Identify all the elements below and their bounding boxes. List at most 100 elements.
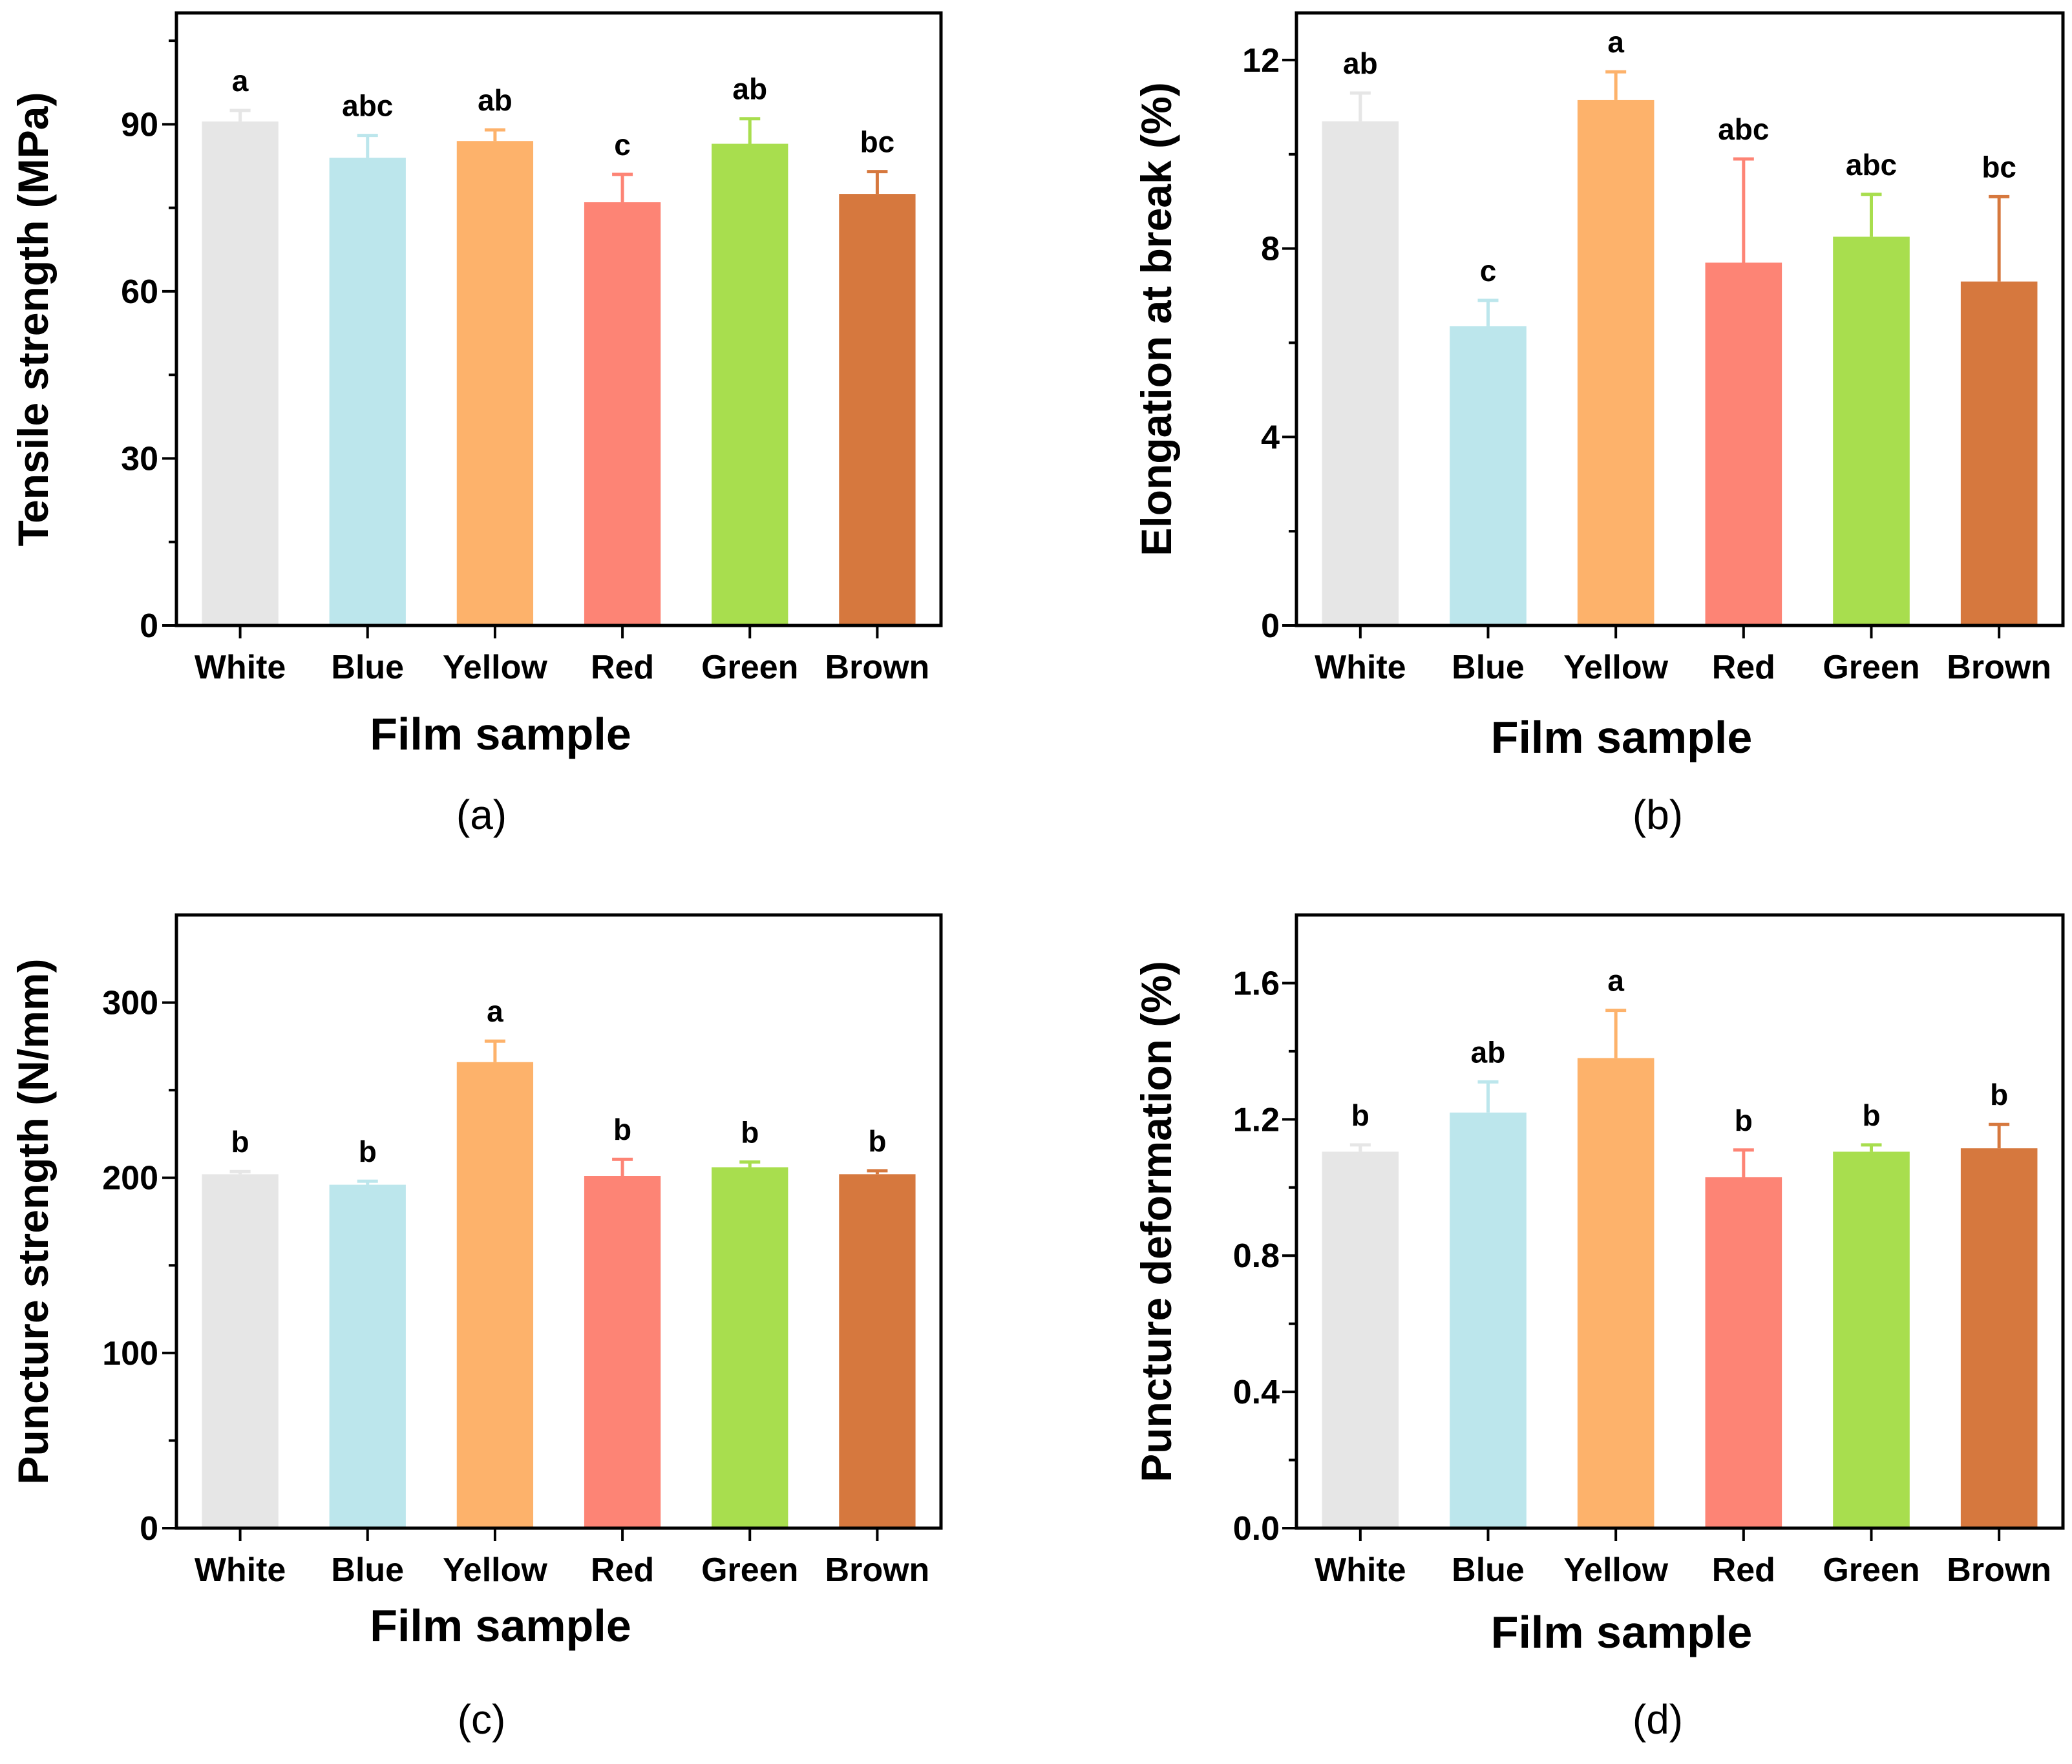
bar-green <box>1833 236 1910 625</box>
x-axis-title: Film sample <box>1491 712 1753 762</box>
x-tick-label: Green <box>701 649 798 686</box>
significance-letter: abc <box>1718 112 1769 146</box>
x-tick-label: Blue <box>1452 649 1525 686</box>
y-axis-title: Elongation at break (%) <box>1132 82 1180 556</box>
significance-letter: ab <box>478 83 513 117</box>
y-tick-label: 90 <box>121 106 158 143</box>
bar-red <box>1705 1177 1782 1528</box>
bar-blue <box>329 158 406 625</box>
significance-letter: b <box>359 1135 377 1168</box>
y-tick-label: 60 <box>121 273 158 311</box>
significance-letter: c <box>614 128 631 162</box>
significance-letter: b <box>741 1115 759 1149</box>
chart-panel-b: 0 4 8 12 ab White c Blue a Yellow abc Red abc Green bc… <box>1132 11 2065 838</box>
bar-yellow <box>456 1062 534 1528</box>
y-axis-title: Tensile strength (MPa) <box>9 92 57 547</box>
plot-frame <box>1295 11 2065 627</box>
significance-letter: ab <box>1343 47 1378 80</box>
y-tick-label: 0 <box>140 607 158 645</box>
plot-frame <box>1295 913 2065 1530</box>
significance-letter: ab <box>1471 1035 1506 1069</box>
y-tick-label: 1.2 <box>1233 1101 1280 1139</box>
bar-white <box>202 1174 279 1528</box>
plot-frame <box>174 913 943 1530</box>
significance-letter: b <box>1351 1098 1369 1132</box>
bar-blue <box>329 1184 406 1528</box>
x-axis-title: Film sample <box>370 709 631 759</box>
bar-red <box>584 1176 661 1528</box>
significance-letter: abc <box>1846 148 1897 182</box>
x-axis-title: Film sample <box>370 1601 631 1651</box>
significance-letter: b <box>231 1125 249 1159</box>
x-tick-label: Green <box>1823 649 1919 686</box>
y-tick-label: 0 <box>1261 607 1280 645</box>
y-tick-label: 0.4 <box>1233 1374 1280 1411</box>
x-tick-label: Yellow <box>443 1551 547 1589</box>
y-tick-label: 0 <box>140 1510 158 1548</box>
significance-letter: bc <box>860 125 895 159</box>
significance-letter: b <box>613 1113 631 1146</box>
significance-letter: ab <box>732 72 767 106</box>
y-tick-label: 300 <box>102 985 158 1022</box>
x-tick-label: Blue <box>1452 1551 1525 1589</box>
x-tick-label: Red <box>591 649 654 686</box>
y-tick-label: 8 <box>1261 231 1280 268</box>
panel-caption: (a) <box>456 792 507 838</box>
x-tick-label: Brown <box>825 649 930 686</box>
x-tick-label: Yellow <box>1563 649 1668 686</box>
significance-letter: b <box>1990 1078 2008 1111</box>
panel-caption: (d) <box>1633 1696 1683 1743</box>
x-tick-label: Red <box>1712 649 1775 686</box>
bar-white <box>1322 1151 1399 1528</box>
bar-red <box>584 202 661 625</box>
x-tick-label: Yellow <box>1563 1551 1668 1589</box>
x-tick-label: Blue <box>331 1551 404 1589</box>
significance-letter: a <box>487 994 503 1028</box>
x-axis-title: Film sample <box>1491 1607 1753 1657</box>
chart-panel-c: 0 100 200 300 b White b Blue a Yellow b Red b Green b B… <box>9 913 943 1743</box>
bar-white <box>202 121 279 625</box>
x-tick-label: Green <box>701 1551 798 1589</box>
panel-caption: (c) <box>458 1696 506 1743</box>
bar-yellow <box>1577 100 1654 625</box>
bar-white <box>1322 121 1399 625</box>
y-tick-label: 200 <box>102 1160 158 1197</box>
bar-brown <box>1960 1148 2038 1528</box>
y-axis-title: Puncture deformation (%) <box>1132 961 1180 1482</box>
bar-yellow <box>456 141 534 625</box>
y-tick-label: 4 <box>1261 419 1280 456</box>
x-tick-label: Yellow <box>443 649 547 686</box>
significance-letter: a <box>232 64 249 98</box>
bar-brown <box>1960 281 2038 626</box>
panel-caption: (b) <box>1633 792 1683 838</box>
x-tick-label: Blue <box>331 649 404 686</box>
x-tick-label: Brown <box>825 1551 930 1589</box>
bar-red <box>1705 262 1782 625</box>
x-tick-label: White <box>1315 1551 1406 1589</box>
x-tick-label: Brown <box>1947 649 2051 686</box>
significance-letter: abc <box>342 89 393 123</box>
y-tick-label: 0.0 <box>1233 1510 1280 1548</box>
bar-blue <box>1450 1112 1527 1528</box>
bar-brown <box>839 194 916 625</box>
x-tick-label: White <box>1315 649 1406 686</box>
x-tick-label: Green <box>1823 1551 1919 1589</box>
bar-green <box>712 143 788 625</box>
significance-letter: bc <box>1982 150 2016 184</box>
bar-brown <box>839 1174 916 1528</box>
significance-letter: b <box>1735 1104 1753 1137</box>
x-tick-label: Red <box>1712 1551 1775 1589</box>
chart-panel-a: 0 30 60 90 a White abc Blue ab Yellow c Red ab Green b… <box>9 11 943 838</box>
x-tick-label: Brown <box>1947 1551 2051 1589</box>
bar-yellow <box>1577 1058 1654 1528</box>
significance-letter: c <box>1480 254 1497 288</box>
y-tick-label: 100 <box>102 1335 158 1372</box>
bar-green <box>1833 1151 1910 1528</box>
significance-letter: a <box>1607 964 1624 998</box>
x-tick-label: Red <box>591 1551 654 1589</box>
y-tick-label: 0.8 <box>1233 1237 1280 1275</box>
x-tick-label: White <box>195 649 286 686</box>
bar-blue <box>1450 326 1527 625</box>
significance-letter: b <box>868 1124 886 1158</box>
